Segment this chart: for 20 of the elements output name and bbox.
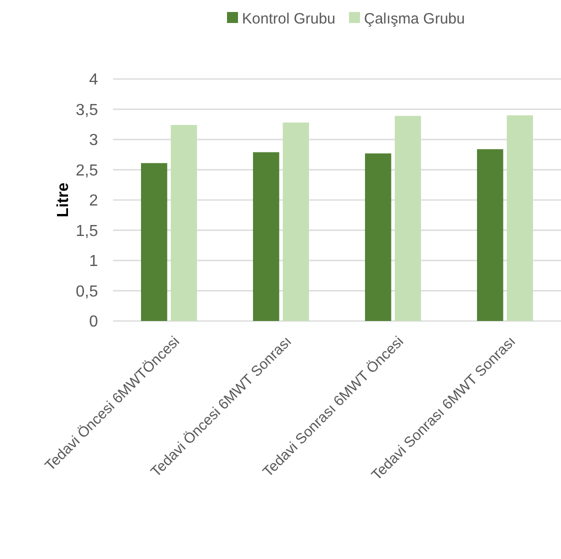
- bar: [394, 116, 421, 321]
- bar: [477, 149, 504, 321]
- bar: [506, 115, 533, 321]
- bar: [282, 122, 309, 321]
- y-tick-label: 2,5: [76, 162, 98, 180]
- y-axis-title: Litre: [55, 182, 72, 218]
- y-tick-label: 1,5: [76, 222, 98, 240]
- bar: [365, 153, 392, 321]
- bar: [141, 163, 168, 321]
- y-tick-label: 4: [89, 72, 98, 89]
- bar: [253, 152, 280, 321]
- bar: [170, 124, 197, 321]
- y-tick-label: 3,5: [76, 102, 98, 119]
- y-tick-label: 0,5: [76, 283, 98, 300]
- y-tick-label: 2: [89, 192, 98, 210]
- y-tick-label: 3: [89, 132, 98, 150]
- legend-label: Çalışma Grubu: [364, 10, 465, 28]
- y-tick-label: 0: [89, 314, 98, 331]
- y-tick-label: 1: [89, 253, 98, 270]
- legend-label: Kontrol Grubu: [242, 10, 336, 28]
